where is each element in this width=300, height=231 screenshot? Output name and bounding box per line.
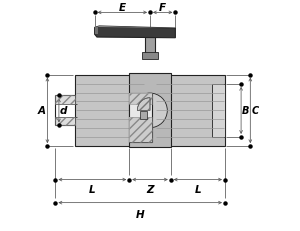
- Bar: [129, 94, 152, 142]
- Bar: [129, 117, 152, 142]
- Bar: [129, 94, 152, 104]
- Polygon shape: [137, 98, 150, 111]
- Text: B: B: [242, 106, 249, 116]
- Bar: [129, 117, 152, 142]
- Bar: [56, 117, 75, 126]
- Bar: [142, 52, 158, 59]
- Bar: [129, 94, 152, 104]
- Polygon shape: [95, 27, 176, 39]
- Bar: [129, 74, 171, 148]
- Text: H: H: [136, 209, 145, 219]
- Bar: [140, 111, 146, 120]
- Text: F: F: [159, 3, 166, 12]
- Text: L: L: [194, 184, 201, 194]
- Text: C: C: [252, 106, 259, 116]
- Polygon shape: [95, 28, 98, 35]
- Bar: [154, 75, 225, 146]
- Bar: [56, 96, 75, 104]
- Circle shape: [133, 94, 167, 128]
- Text: Z: Z: [146, 184, 154, 194]
- Bar: [145, 37, 155, 56]
- Bar: [56, 117, 75, 126]
- Text: d: d: [60, 106, 67, 116]
- Bar: [75, 75, 146, 146]
- Bar: [56, 96, 75, 104]
- Text: E: E: [119, 3, 126, 12]
- Polygon shape: [95, 27, 176, 29]
- Text: A: A: [38, 106, 46, 116]
- Text: L: L: [89, 184, 96, 194]
- Bar: [212, 85, 225, 137]
